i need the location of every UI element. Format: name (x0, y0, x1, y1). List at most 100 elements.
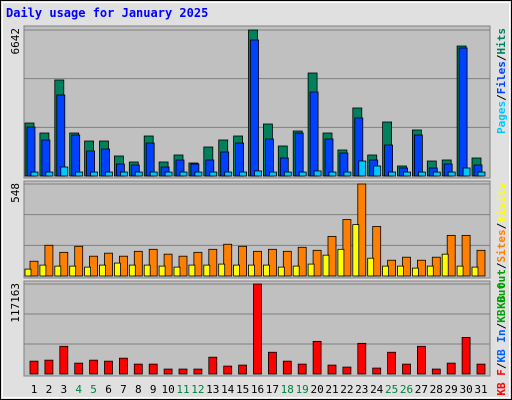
legend: KB Out/Sites/Visits (495, 183, 508, 309)
legend-separator: / (495, 362, 508, 369)
x-tick-label: 7 (120, 383, 127, 396)
bar (203, 264, 211, 277)
bar (148, 363, 158, 375)
bar (238, 245, 248, 277)
bar (262, 264, 270, 277)
bar (403, 171, 411, 177)
bar (471, 266, 479, 277)
bar (164, 171, 173, 177)
bar (178, 255, 188, 277)
bar (476, 249, 486, 277)
bar (477, 171, 486, 177)
bar (45, 171, 54, 177)
bar (69, 265, 77, 277)
bar (134, 171, 143, 177)
bar (264, 138, 274, 177)
bar (402, 363, 411, 375)
bar (60, 166, 69, 177)
x-tick-label: 29 (445, 383, 458, 396)
x-tick-label: 30 (459, 383, 472, 396)
bar (253, 250, 262, 277)
bar (267, 248, 277, 277)
bar (74, 362, 84, 375)
bar (90, 171, 98, 177)
bar (133, 363, 143, 375)
bar (223, 365, 233, 375)
bar (179, 171, 188, 177)
x-tick-label: 18 (281, 383, 294, 396)
legend-separator: / (495, 222, 508, 229)
bar (114, 262, 121, 277)
bar (282, 250, 292, 277)
bar (342, 219, 352, 277)
bar (343, 171, 352, 177)
x-tick-label: 3 (60, 383, 67, 396)
bar (309, 91, 319, 177)
bar (59, 345, 69, 375)
x-tick-label: 11 (176, 383, 189, 396)
x-tick-label: 24 (370, 383, 384, 396)
bar (397, 265, 404, 277)
bar (178, 368, 188, 375)
x-tick-label: 13 (206, 383, 219, 396)
x-tick-label: 31 (474, 383, 487, 396)
bar (24, 268, 32, 277)
bar (145, 142, 155, 177)
bar (223, 243, 233, 277)
bar (148, 248, 158, 277)
legend-separator: / (495, 94, 508, 101)
bar (163, 368, 173, 375)
y-tick-label: 117163 (9, 283, 22, 323)
bar (143, 264, 151, 277)
bar (432, 171, 441, 177)
legend-entry: KB F (495, 369, 508, 396)
bar (41, 139, 51, 177)
x-tick-label: 12 (191, 383, 204, 396)
bar (59, 251, 69, 277)
bar (312, 340, 322, 375)
bar (411, 267, 419, 277)
bar (298, 171, 307, 177)
bar (282, 360, 292, 375)
bar (104, 252, 113, 277)
bar (253, 283, 262, 375)
legend-entry: Pages (495, 101, 508, 134)
legend-entry: KB In (495, 329, 508, 362)
bar (75, 171, 84, 177)
x-tick-label: 2 (46, 383, 53, 396)
bar (456, 265, 464, 277)
x-tick-label: 21 (325, 383, 338, 396)
bar (447, 171, 456, 177)
x-tick-label: 17 (266, 383, 279, 396)
bar (268, 171, 277, 177)
bar (367, 257, 375, 277)
legend-separator: / (495, 262, 508, 269)
bar (248, 264, 255, 277)
bar (29, 360, 39, 375)
legend-separator: / (495, 54, 508, 61)
bar (208, 356, 218, 375)
x-tick-label: 4 (75, 383, 82, 396)
bar (235, 142, 245, 177)
bar (71, 134, 81, 177)
bar (84, 266, 91, 277)
bar (461, 234, 471, 277)
x-tick-label: 25 (385, 383, 398, 396)
bar (89, 359, 98, 375)
x-tick-label: 8 (135, 383, 142, 396)
bar (39, 264, 47, 277)
bar (384, 144, 394, 177)
x-tick-label: 1 (31, 383, 38, 396)
x-tick-label: 16 (251, 383, 264, 396)
bar (173, 266, 181, 277)
bar (26, 126, 36, 177)
bar (133, 250, 143, 277)
bar (208, 248, 218, 277)
x-tick-label: 6 (105, 383, 112, 396)
bar (74, 245, 84, 277)
legend: KB F/KB In/KB Out (495, 283, 508, 396)
bar (372, 226, 382, 277)
x-tick-label: 5 (90, 383, 97, 396)
